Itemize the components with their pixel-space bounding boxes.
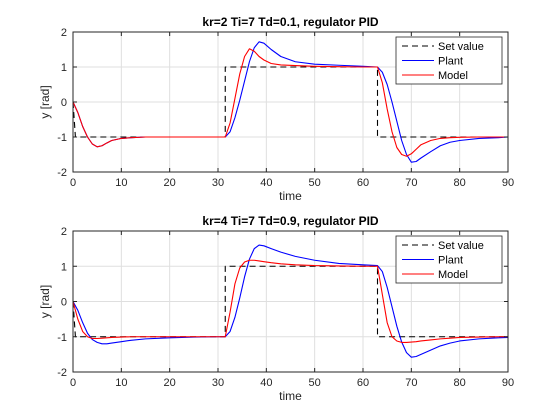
legend-box — [395, 235, 503, 284]
x-tick-label: 0 — [70, 177, 76, 189]
y-tick-label: 0 — [61, 297, 67, 309]
y-tick-label: -2 — [57, 367, 67, 379]
x-tick-label: 10 — [115, 177, 127, 189]
legend-label: Set value — [438, 240, 484, 252]
chart-title: kr=2 Ti=7 Td=0.1, regulator PID — [202, 15, 379, 29]
chart-1: 0 10 20 30 40 50 60 70 80 90 -2 -1 0 1 2 kr=2 Ti=7 Td=0… — [38, 15, 514, 203]
y-tick-label: 0 — [61, 97, 67, 109]
x-tick-label: 20 — [164, 377, 176, 389]
x-tick-label: 50 — [309, 177, 321, 189]
x-tick-label: 10 — [115, 377, 127, 389]
x-tick-label: 70 — [405, 377, 417, 389]
x-axis-label: time — [279, 189, 302, 203]
x-axis-label: time — [279, 389, 302, 403]
y-axis-label: y [rad] — [38, 85, 52, 118]
chart-title: kr=4 Ti=7 Td=0.9, regulator PID — [202, 214, 379, 228]
legend-label: Plant — [438, 255, 463, 267]
legend-label: Set value — [438, 41, 484, 53]
y-tick-label: 2 — [61, 226, 67, 238]
legend: Set value Plant Model — [395, 36, 503, 85]
series-line-plant — [73, 244, 508, 358]
x-tick-label: 40 — [260, 177, 272, 189]
y-tick-label: -1 — [57, 132, 67, 144]
x-tick-label: 90 — [502, 177, 514, 189]
chart-2: 0 10 20 30 40 50 60 70 80 90 -2 -1 0 1 2 kr=4 Ti=7 Td=0… — [38, 214, 514, 403]
y-tick-label: -2 — [57, 167, 67, 179]
legend-label: Model — [438, 269, 468, 281]
x-tick-label: 50 — [309, 377, 321, 389]
x-tick-label: 30 — [212, 177, 224, 189]
y-axis-label: y [rad] — [38, 285, 52, 318]
x-tick-label: 80 — [454, 377, 466, 389]
x-tick-label: 0 — [70, 377, 76, 389]
x-tick-label: 60 — [357, 177, 369, 189]
y-tick-label: -1 — [57, 332, 67, 344]
legend-label: Model — [438, 70, 468, 82]
x-tick-label: 80 — [454, 177, 466, 189]
legend: Set value Plant Model — [395, 235, 503, 284]
series-line-model — [73, 48, 508, 157]
x-tick-label: 30 — [212, 377, 224, 389]
legend-label: Plant — [438, 56, 463, 68]
x-tick-label: 70 — [405, 177, 417, 189]
x-tick-label: 40 — [260, 377, 272, 389]
x-tick-label: 60 — [357, 377, 369, 389]
y-tick-label: 1 — [61, 62, 67, 74]
y-tick-label: 1 — [61, 261, 67, 273]
y-tick-label: 2 — [61, 27, 67, 39]
series-line-model — [73, 259, 508, 343]
x-tick-label: 90 — [502, 377, 514, 389]
x-tick-label: 20 — [164, 177, 176, 189]
